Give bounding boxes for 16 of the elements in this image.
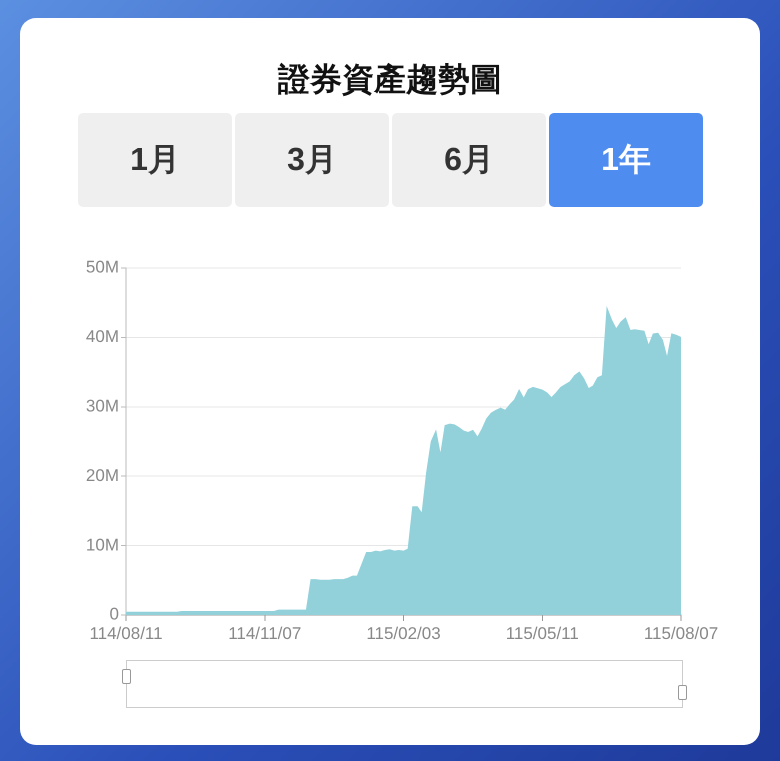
y-tick-label: 20M — [86, 466, 119, 485]
y-tick-label: 0 — [110, 604, 119, 624]
x-tick-label: 115/08/07 — [644, 624, 718, 643]
y-tick-label: 50M — [86, 258, 119, 277]
text: 1月 — [78, 113, 232, 207]
x-tick-label: 114/11/07 — [228, 624, 302, 643]
y-tick-label: 10M — [86, 535, 119, 554]
chart-title: 證券資產趨勢圖 — [276, 60, 503, 99]
text: 3月 — [235, 113, 389, 207]
text: 6月 — [392, 113, 546, 207]
x-tick-label: 115/02/03 — [366, 624, 441, 643]
y-tick-label: 30M — [86, 396, 119, 416]
text: 1年 — [549, 113, 703, 207]
x-tick-label: 114/08/11 — [89, 624, 163, 643]
x-tick-label: 115/05/11 — [506, 624, 579, 643]
y-tick-label: 40M — [86, 327, 119, 346]
